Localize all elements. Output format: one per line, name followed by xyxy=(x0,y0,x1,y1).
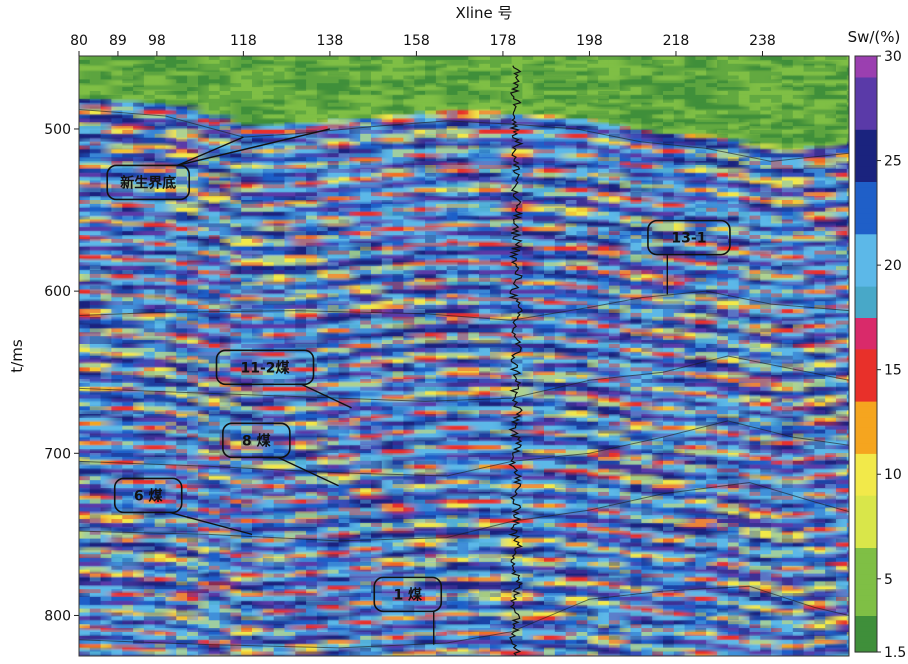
plot-area xyxy=(79,56,849,656)
